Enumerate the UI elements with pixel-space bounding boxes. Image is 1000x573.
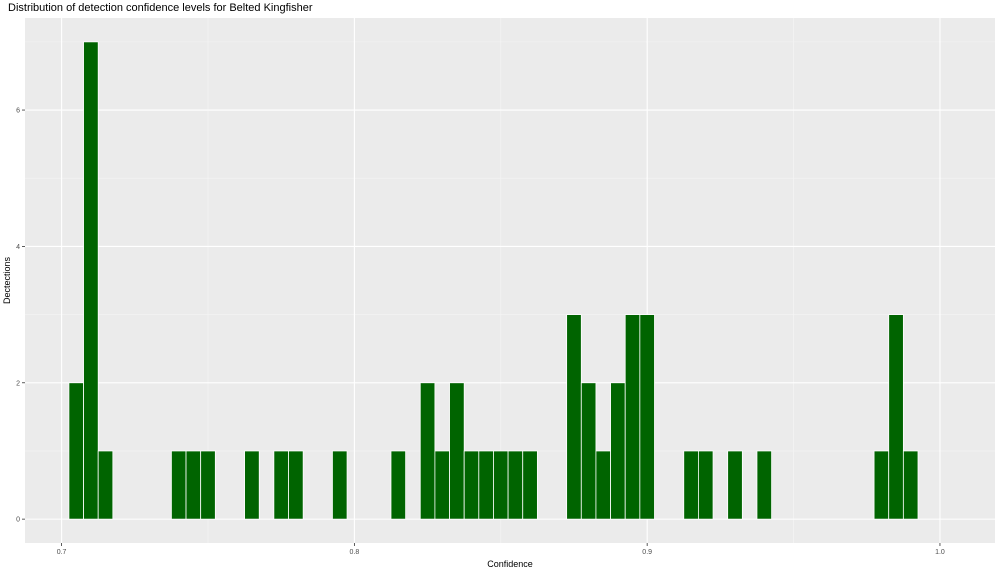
histogram-bar [419,382,436,520]
histogram-bar [595,450,611,520]
x-tick-label: 1.0 [935,549,945,556]
histogram-bar [683,450,699,520]
chart-title: Distribution of detection confidence lev… [8,2,313,14]
x-tick-label: 0.9 [642,549,652,556]
histogram-bars [68,41,919,520]
histogram-bar [873,450,890,520]
histogram-bar [522,450,538,520]
histogram-bar [566,314,582,520]
histogram-bar [698,450,714,520]
histogram-bar [463,450,480,520]
y-tick-label: 2 [16,380,20,387]
y-tick-label: 6 [16,108,20,115]
x-tick-label: 0.7 [57,549,67,556]
histogram-bar [902,450,919,520]
histogram-bar [200,450,216,520]
y-tick-label: 0 [16,517,20,524]
histogram-bar [288,450,304,520]
histogram-bar [624,314,641,520]
histogram-bar [244,450,260,520]
histogram-bar [434,450,450,520]
histogram-bar [756,450,773,520]
histogram-bar [97,450,114,520]
y-axis-title: Dectections [2,256,12,304]
histogram-bar [507,450,524,520]
histogram-bar [332,450,348,520]
histogram-bar [449,382,465,520]
histogram-bar [273,450,289,520]
histogram-bar [170,450,187,520]
histogram-bar [580,382,597,520]
histogram-bar [493,450,509,520]
x-axis-title: Confidence [487,559,533,569]
axes: 0.7 0.8 0.9 1.0 0 2 4 6 [16,108,945,556]
x-tick-label: 0.8 [350,549,360,556]
histogram-bar [68,382,84,520]
histogram-bar [83,41,99,520]
histogram-bar [639,314,655,520]
histogram-bar [185,450,202,520]
histogram-bar [888,314,904,520]
histogram-bar [727,450,743,520]
histogram-bar [610,382,626,520]
y-tick-label: 4 [16,244,20,251]
histogram-bar [478,450,494,520]
histogram-bar [390,450,407,520]
